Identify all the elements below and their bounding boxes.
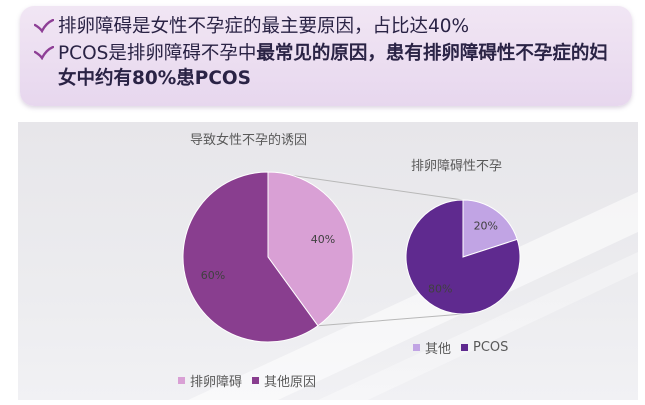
bullet-1-text: 排卵障碍是女性不孕症的最主要原因，占比达40% [58, 16, 470, 37]
checkmark-icon [34, 46, 54, 60]
bullet-2: PCOS是排卵障碍不孕中最常见的原因，患有排卵障碍性不孕症的妇女中约有80%患P… [34, 41, 620, 91]
chart-panel: 导致女性不孕的诱因 排卵障碍性不孕 40% 60% 20% 80% 排卵障碍 其他原因… [18, 122, 638, 400]
checkmark-icon [34, 19, 54, 33]
pie-0-data-label-1: 60% [201, 269, 225, 282]
pie-0-data-label-0: 40% [311, 233, 335, 246]
legend-label: 排卵障碍 [190, 375, 243, 390]
legend-label: 其他原因 [264, 375, 317, 390]
sub-pie-title: 排卵障碍性不孕 [411, 159, 503, 174]
background-decoration [188, 192, 638, 400]
pie-0-slice-0 [267, 171, 354, 327]
legend-item: 其他 [413, 338, 451, 357]
main-pie-legend: 排卵障碍 其他原因 [178, 371, 326, 390]
legend-swatch [413, 344, 420, 351]
pie-0-slice-1 [182, 171, 319, 343]
pie-1-slice-0 [462, 199, 518, 258]
key-points-callout: 排卵障碍是女性不孕症的最主要原因，占比达40% PCOS是排卵障碍不孕中最常见的… [20, 6, 632, 106]
legend-swatch [252, 377, 260, 384]
legend-swatch [178, 377, 185, 384]
connector-line-top [267, 171, 464, 201]
legend-item: 其他原因 [252, 371, 316, 390]
bullet-2-text: PCOS是排卵障碍不孕中 [58, 43, 257, 64]
pie-1-slice-1 [405, 199, 521, 315]
legend-item: 排卵障碍 [178, 371, 242, 390]
pie-1-data-label-1: 80% [428, 282, 452, 295]
pie-1-data-label-0: 20% [474, 220, 498, 233]
bullet-2-emphasis: 最常见的原因，患有排卵障碍性不孕症的妇女中约有80%患PCOS [58, 43, 608, 89]
legend-label: PCOS [473, 340, 509, 355]
legend-swatch [461, 344, 469, 351]
legend-item: PCOS [461, 340, 508, 355]
pie-charts: 40% 60% 20% 80% [182, 171, 521, 343]
main-pie-title: 导致女性不孕的诱因 [190, 133, 308, 148]
bullet-1: 排卵障碍是女性不孕症的最主要原因，占比达40% [34, 14, 620, 39]
legend-label: 其他 [425, 342, 452, 357]
connector-line-bottom [317, 313, 464, 327]
sub-pie-legend: 其他 PCOS [413, 338, 518, 357]
